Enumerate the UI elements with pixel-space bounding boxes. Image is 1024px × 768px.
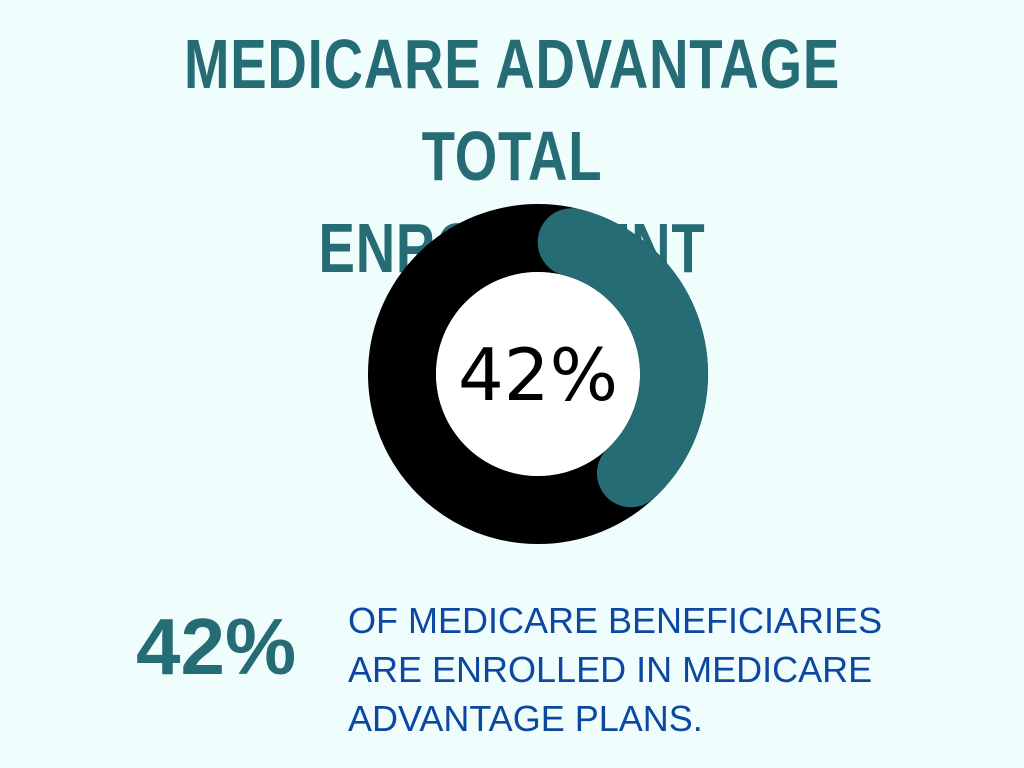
stat-value: 42% bbox=[136, 602, 297, 691]
donut-slice-enrolled bbox=[537, 208, 708, 508]
donut-layer bbox=[368, 204, 708, 544]
stat-description: OF MEDICARE BENEFICIARIES ARE ENROLLED I… bbox=[348, 600, 883, 739]
donut-chart: 42% bbox=[368, 204, 708, 544]
chart-center-label: 42% bbox=[458, 333, 618, 417]
donut-center bbox=[436, 272, 640, 476]
